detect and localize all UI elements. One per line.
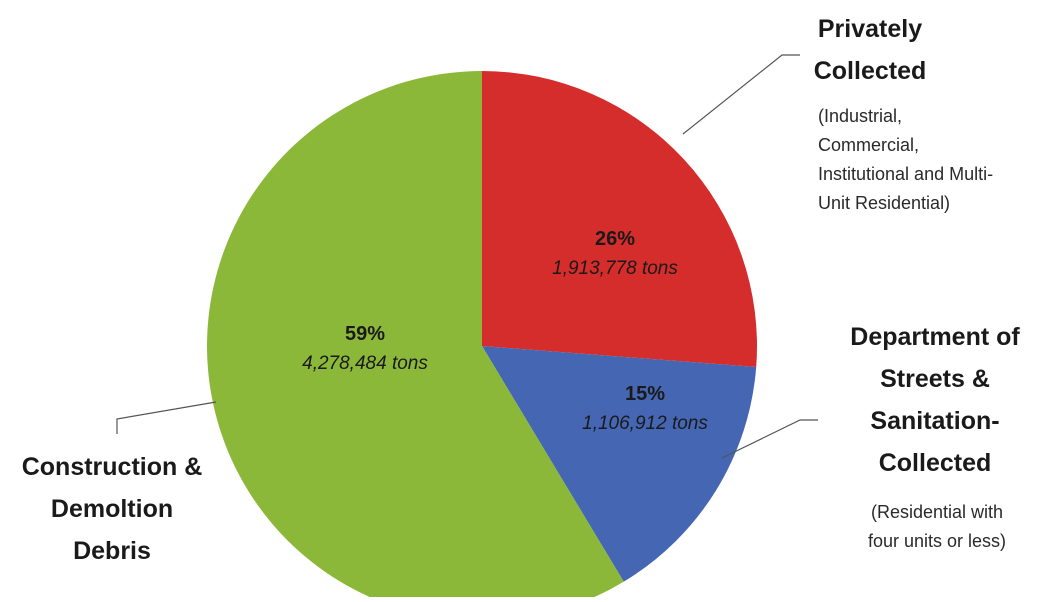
slice-tons-label-privately-collected: 1,913,778 tons — [552, 258, 678, 279]
category-title-construction-demolition: Construction & Demoltion Debris — [22, 453, 203, 565]
category-title-privately-collected: Privately Collected — [814, 15, 927, 85]
pie-slice-streets-sanitation — [482, 346, 757, 582]
pie-slice-privately-collected — [482, 71, 757, 368]
category-title-streets-sanitation: Department of Streets & Sanitation-Collect… — [850, 323, 1020, 477]
slice-percent-label-streets-sanitation: 15% — [625, 383, 665, 405]
slice-percent-label-privately-collected: 26% — [595, 228, 635, 250]
labels-layer: 26% 1,913,778 tons Privately Collected (Indu… — [22, 15, 1021, 565]
leader-line-streets-sanitation — [721, 419, 818, 459]
leader-line-construction-demolition — [116, 401, 217, 434]
leader-lines — [116, 54, 818, 459]
pie-slice-construction-demolition — [207, 71, 624, 602]
category-note-streets-sanitation: (Residential with four units or less) — [868, 502, 1006, 551]
slice-percent-label-construction-demolition: 59% — [345, 323, 385, 345]
category-note-privately-collected: (Industrial, Commercial, Institutional and… — [818, 106, 993, 213]
slice-tons-label-streets-sanitation: 1,106,912 tons — [582, 413, 708, 434]
slice-tons-label-construction-demolition: 4,278,484 tons — [302, 353, 428, 374]
leader-line-privately-collected — [682, 54, 800, 135]
slices-layer — [207, 71, 757, 602]
